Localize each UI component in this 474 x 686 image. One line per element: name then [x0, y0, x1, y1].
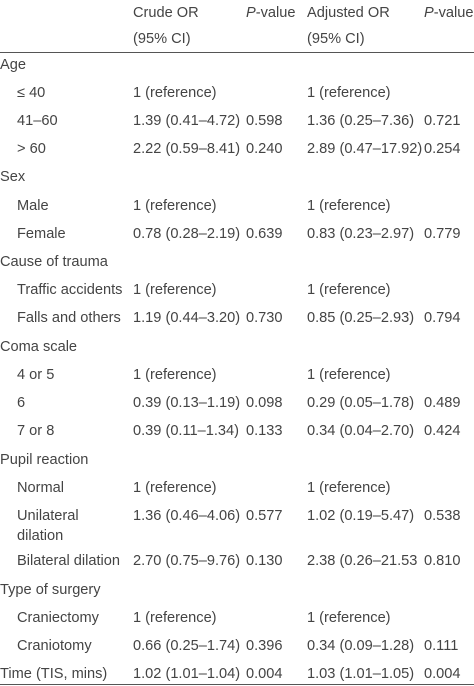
row-label: Craniectomy — [17, 610, 99, 626]
crude-p-value-cell: 0.639 — [246, 226, 283, 242]
adjusted-p-value-cell: 0.794 — [424, 310, 461, 326]
adjusted-or-cell: 1.02 (0.19–5.47) — [307, 508, 415, 524]
header-p-value-2: P-value — [424, 5, 474, 21]
adjusted-or-cell: 1 (reference) — [307, 282, 391, 298]
row-label: Time (TIS, mins) — [0, 666, 108, 682]
adjusted-p-value-cell: 0.721 — [424, 113, 461, 129]
row-label: 7 or 8 — [17, 423, 55, 439]
row-label: 41–60 — [17, 113, 58, 129]
row-label: > 60 — [17, 141, 46, 157]
crude-or-cell: 1 (reference) — [133, 367, 217, 383]
adjusted-or-cell: 1 (reference) — [307, 480, 391, 496]
header-crude-or: Crude OR — [133, 5, 199, 21]
row-label: Falls and others — [17, 310, 121, 326]
crude-or-cell: 0.66 (0.25–1.74) — [133, 638, 241, 654]
adjusted-or-cell: 1 (reference) — [307, 85, 391, 101]
crude-or-cell: 0.39 (0.13–1.19) — [133, 395, 241, 411]
crude-or-cell: 0.78 (0.28–2.19) — [133, 226, 241, 242]
adjusted-p-value-cell: 0.538 — [424, 508, 461, 524]
adjusted-p-value-cell: 0.111 — [424, 638, 459, 654]
crude-p-value-cell: 0.730 — [246, 310, 283, 326]
section-label: Pupil reaction — [0, 452, 89, 468]
crude-p-value-cell: 0.577 — [246, 508, 283, 524]
adjusted-or-cell: 2.38 (0.26–21.53 — [307, 553, 418, 569]
crude-or-cell: 1 (reference) — [133, 198, 217, 214]
header-adjusted-ci: (95% CI) — [307, 31, 365, 47]
adjusted-p-value-cell: 0.779 — [424, 226, 461, 242]
adjusted-p-value-cell: 0.004 — [424, 666, 461, 682]
crude-p-value-cell: 0.098 — [246, 395, 283, 411]
section-label: Coma scale — [0, 339, 78, 355]
crude-or-cell: 1 (reference) — [133, 480, 217, 496]
row-label: ≤ 40 — [17, 85, 46, 101]
row-label: Female — [17, 226, 66, 242]
crude-p-value-cell: 0.130 — [246, 553, 283, 569]
crude-or-cell: 1 (reference) — [133, 282, 217, 298]
adjusted-or-cell: 1 (reference) — [307, 610, 391, 626]
crude-p-value-cell: 0.004 — [246, 666, 283, 682]
crude-or-cell: 1 (reference) — [133, 610, 217, 626]
adjusted-or-cell: 1 (reference) — [307, 198, 391, 214]
bottom-rule — [0, 684, 474, 685]
crude-p-value-cell: 0.396 — [246, 638, 283, 654]
section-label: Cause of trauma — [0, 254, 108, 270]
adjusted-or-cell: 0.34 (0.04–2.70) — [307, 423, 415, 439]
adjusted-or-cell: 0.29 (0.05–1.78) — [307, 395, 415, 411]
header-rule — [0, 52, 474, 53]
row-label: dilation — [17, 528, 64, 544]
row-label: 6 — [17, 395, 26, 411]
adjusted-p-value-cell: 0.489 — [424, 395, 461, 411]
crude-p-value-cell: 0.133 — [246, 423, 283, 439]
crude-or-cell: 1.19 (0.44–3.20) — [133, 310, 241, 326]
adjusted-or-cell: 1.03 (1.01–1.05) — [307, 666, 415, 682]
adjusted-p-value-cell: 0.424 — [424, 423, 461, 439]
row-label: Bilateral dilation — [17, 553, 121, 569]
crude-or-cell: 2.70 (0.75–9.76) — [133, 553, 241, 569]
adjusted-or-cell: 0.85 (0.25–2.93) — [307, 310, 415, 326]
adjusted-or-cell: 1 (reference) — [307, 367, 391, 383]
row-label: Normal — [17, 480, 65, 496]
crude-or-cell: 1.02 (1.01–1.04) — [133, 666, 241, 682]
crude-p-value-cell: 0.240 — [246, 141, 283, 157]
adjusted-p-value-cell: 0.810 — [424, 553, 461, 569]
adjusted-p-value-cell: 0.254 — [424, 141, 461, 157]
header-crude-ci: (95% CI) — [133, 31, 191, 47]
row-label: Unilateral — [17, 508, 79, 524]
crude-or-cell: 0.39 (0.11–1.34) — [133, 423, 240, 439]
row-label: Male — [17, 198, 49, 214]
adjusted-or-cell: 1.36 (0.25–7.36) — [307, 113, 415, 129]
section-label: Type of surgery — [0, 582, 101, 598]
header-adjusted-or: Adjusted OR — [307, 5, 390, 21]
section-label: Age — [0, 57, 26, 73]
crude-or-cell: 2.22 (0.59–8.41) — [133, 141, 241, 157]
adjusted-or-cell: 2.89 (0.47–17.92) — [307, 141, 423, 157]
row-label: 4 or 5 — [17, 367, 55, 383]
adjusted-or-cell: 0.34 (0.09–1.28) — [307, 638, 415, 654]
section-label: Sex — [0, 169, 26, 185]
header-p-value-1: P-value — [246, 5, 296, 21]
crude-p-value-cell: 0.598 — [246, 113, 283, 129]
crude-or-cell: 1.36 (0.46–4.06) — [133, 508, 241, 524]
row-label: Traffic accidents — [17, 282, 123, 298]
adjusted-or-cell: 0.83 (0.23–2.97) — [307, 226, 415, 242]
crude-or-cell: 1 (reference) — [133, 85, 217, 101]
row-label: Craniotomy — [17, 638, 92, 654]
crude-or-cell: 1.39 (0.41–4.72) — [133, 113, 241, 129]
